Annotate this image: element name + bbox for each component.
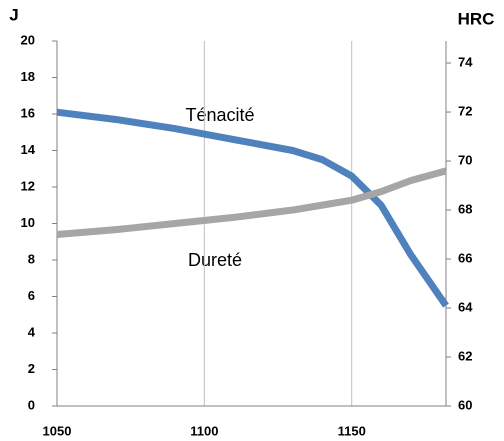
y-tick-label: 12 [21, 178, 35, 193]
y-tick-label: 14 [21, 142, 36, 157]
annotation: Ténacité [185, 105, 254, 125]
x-tick-label: 1150 [338, 423, 366, 438]
y-tick-label: 16 [21, 105, 35, 120]
y2-tick-label: 62 [458, 348, 472, 363]
y2-axis-label: HRC [458, 9, 495, 28]
y2-tick-label: 64 [458, 299, 473, 314]
y-tick-label: 8 [28, 251, 35, 266]
y-tick-label: 6 [28, 288, 35, 303]
y-tick-label: 18 [21, 69, 35, 84]
y2-tick-label: 72 [458, 103, 472, 118]
y2-tick-label: 74 [458, 54, 473, 69]
y-tick-label: 10 [21, 215, 35, 230]
series-line [56, 108, 449, 308]
y-tick-label: 2 [28, 361, 35, 376]
annotation: Dureté [188, 250, 242, 270]
x-tick-label: 1100 [190, 423, 218, 438]
y-tick-label: 20 [21, 32, 35, 47]
y2-tick-label: 68 [458, 201, 472, 216]
y-tick-label: 4 [28, 324, 36, 339]
series-line [56, 167, 447, 239]
y2-tick-label: 66 [458, 250, 472, 265]
y2-tick-label: 60 [458, 397, 472, 412]
x-tick-label: 1050 [43, 423, 72, 438]
y-axis-label: J [9, 5, 18, 24]
y-tick-label: 0 [28, 397, 35, 412]
y2-tick-label: 70 [458, 152, 472, 167]
